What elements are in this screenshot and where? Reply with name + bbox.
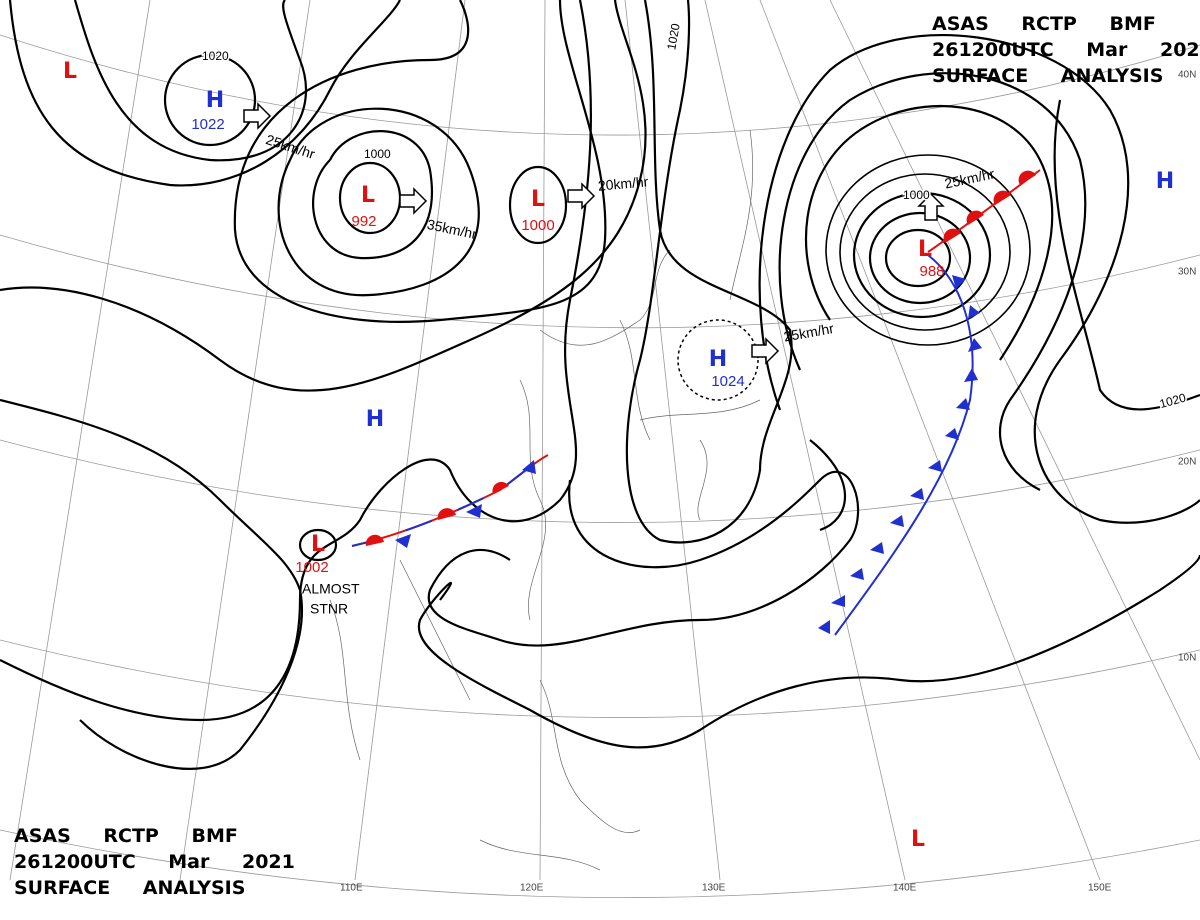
longitude-label: 120E bbox=[520, 883, 544, 894]
isobar-label: 1020 bbox=[1158, 390, 1188, 411]
fronts bbox=[351, 169, 1041, 636]
header-line: 261200UTC Mar 2021 bbox=[932, 39, 1200, 61]
system-symbol: L bbox=[531, 187, 545, 212]
header-line: 261200UTC Mar 2021 bbox=[14, 851, 295, 873]
annotation: STNR bbox=[310, 601, 348, 617]
system-symbol: H bbox=[1156, 169, 1174, 194]
isobar-label: 1000 bbox=[903, 188, 930, 202]
isobars bbox=[0, 0, 1200, 770]
system-pressure: 1000 bbox=[521, 217, 554, 234]
system-symbol: L bbox=[63, 59, 77, 84]
longitude-label: 140E bbox=[893, 883, 917, 894]
header-line: SURFACE ANALYSIS bbox=[14, 877, 245, 899]
system-symbol: H bbox=[709, 347, 727, 372]
system-symbol: L bbox=[311, 532, 325, 557]
system-symbol: L bbox=[918, 237, 932, 262]
system-pressure: 1022 bbox=[191, 116, 224, 133]
latitude-label: 30N bbox=[1178, 267, 1196, 278]
header-line: ASAS RCTP BMF bbox=[14, 825, 238, 847]
system-symbol: L bbox=[361, 183, 375, 208]
annotation: ALMOST bbox=[302, 581, 360, 597]
isobar-label: 1020 bbox=[202, 49, 229, 63]
isobar-label: 1020 bbox=[664, 22, 682, 51]
isobar-label: 1000 bbox=[364, 147, 391, 161]
longitude-label: 150E bbox=[1088, 883, 1112, 894]
system-pressure: 1002 bbox=[295, 559, 328, 576]
header-line: ASAS RCTP BMF bbox=[932, 13, 1156, 35]
system-pressure: 992 bbox=[351, 213, 376, 230]
motion-arrows bbox=[243, 102, 945, 365]
longitude-label: 130E bbox=[702, 883, 726, 894]
graticule bbox=[0, 0, 1200, 898]
header-line: SURFACE ANALYSIS bbox=[932, 65, 1163, 87]
system-pressure: 988 bbox=[919, 263, 944, 280]
latitude-label: 10N bbox=[1178, 653, 1196, 664]
system-symbol: H bbox=[366, 407, 384, 432]
longitude-label: 110E bbox=[340, 883, 363, 894]
system-pressure: 1024 bbox=[711, 373, 744, 390]
motion-label: 20km/hr bbox=[597, 173, 649, 193]
latitude-label: 40N bbox=[1178, 70, 1196, 81]
latitude-label: 20N bbox=[1178, 457, 1196, 468]
system-symbol: H bbox=[206, 88, 224, 113]
system-symbol: L bbox=[911, 827, 925, 852]
